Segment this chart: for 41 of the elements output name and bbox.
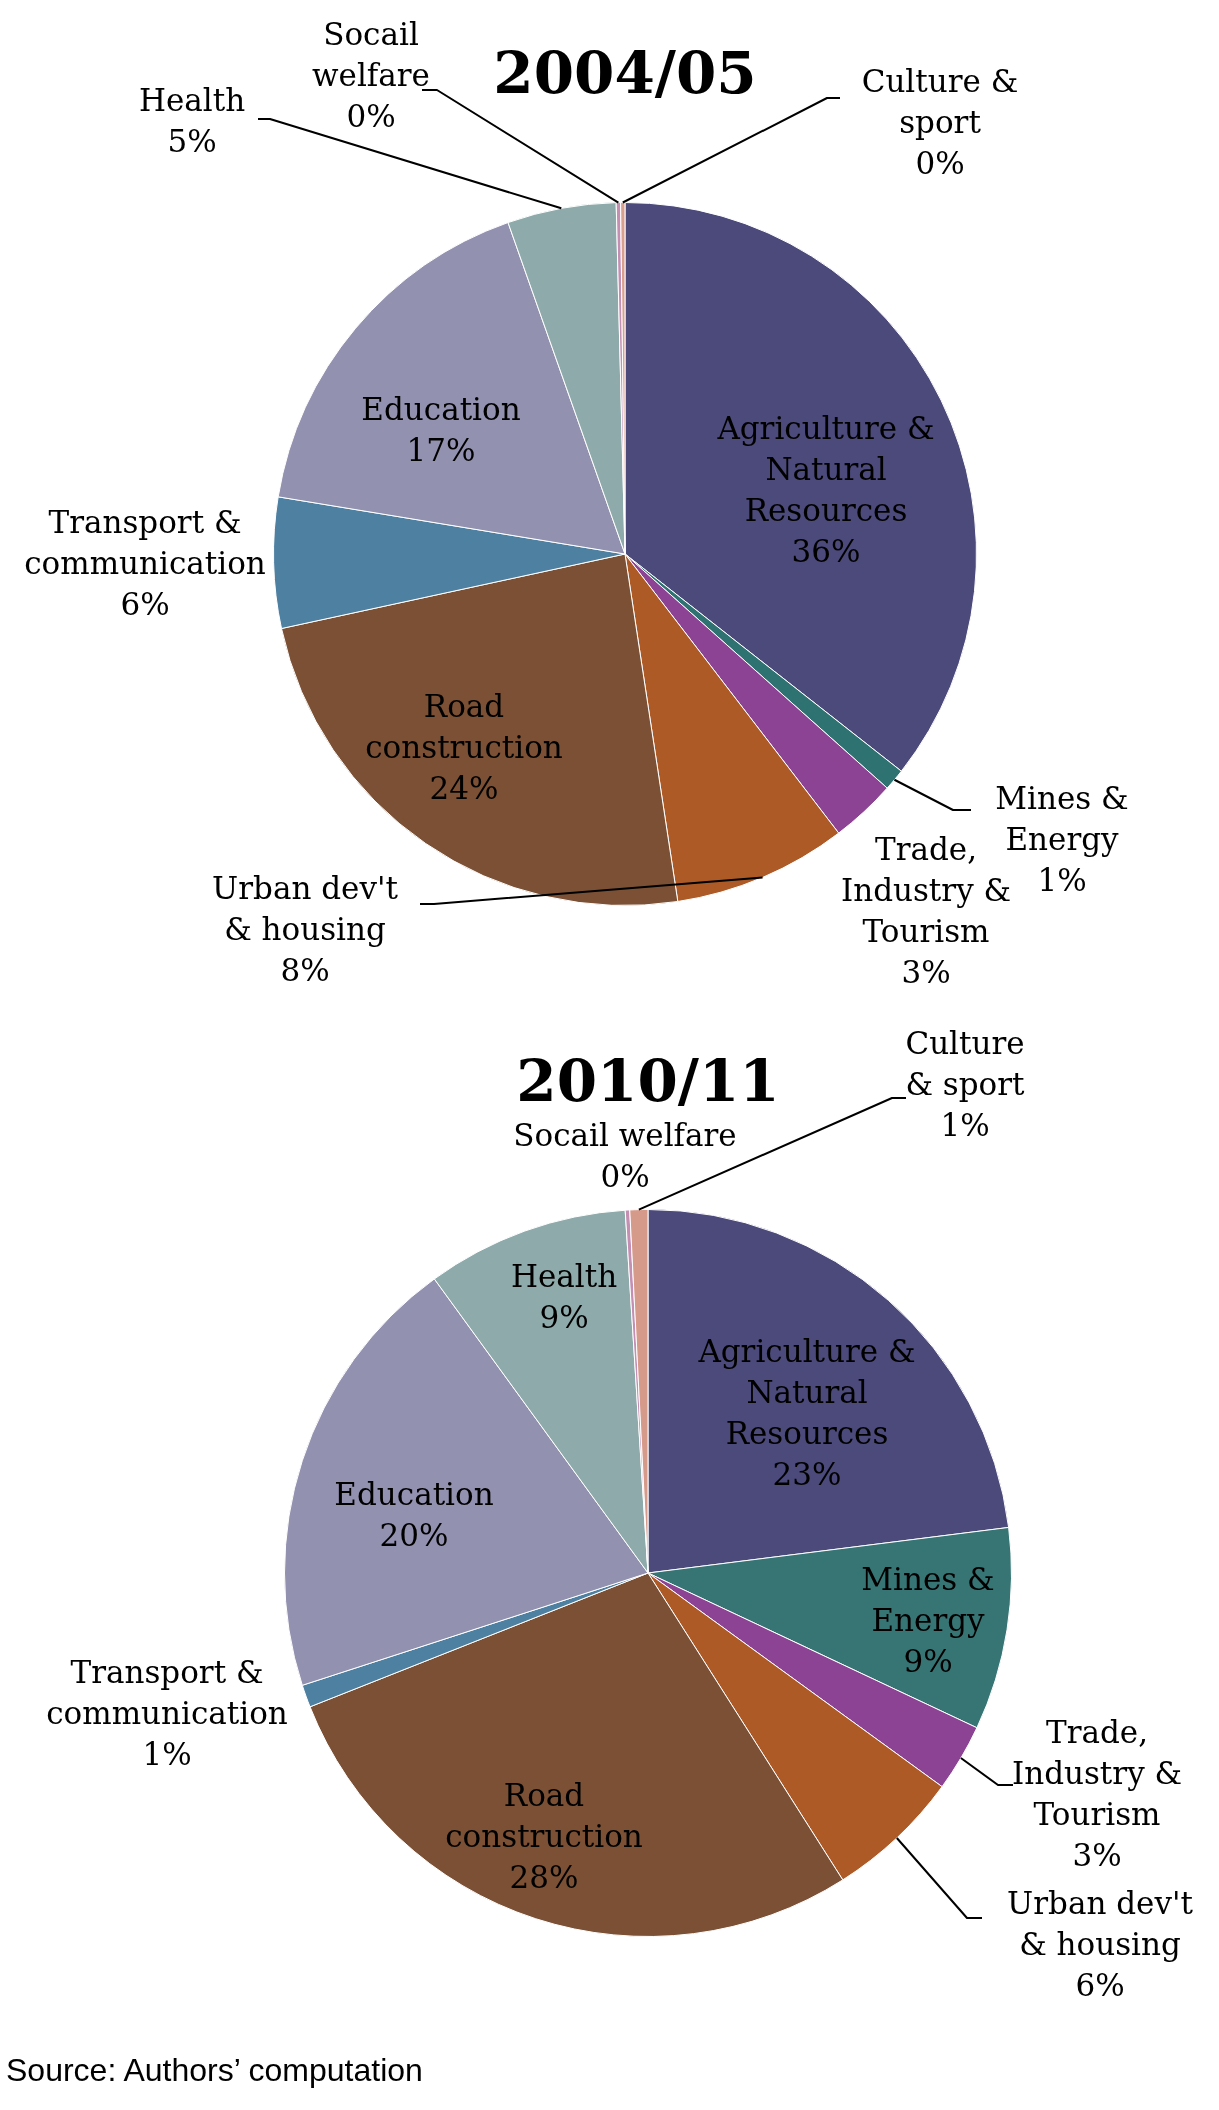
slice-label: Mines & Energy [861,1561,995,1639]
data-label: 0% [346,98,396,135]
slice-label: Road construction [365,688,563,766]
chart-title: 2004/05 [493,39,757,107]
chart-title: 2010/11 [516,1047,780,1115]
data-label: 17% [406,431,476,468]
data-label: 0% [915,145,965,182]
slice-label: Urban dev't & housing [212,870,399,948]
data-label: 1% [142,1736,192,1773]
data-label: 1% [940,1107,990,1144]
slice-label: Socail welfare [513,1116,737,1153]
data-label: 3% [901,953,951,990]
data-label: 24% [429,770,499,807]
slice-label: Urban dev't & housing [1007,1885,1194,1963]
data-label: 28% [509,1859,579,1896]
data-label: 23% [772,1455,842,1492]
data-label: 0% [600,1157,650,1194]
data-label: 8% [280,952,330,989]
slice-label: Education [334,1475,494,1512]
slice-label: Transport & communication [24,504,266,582]
slice-label: Transport & communication [46,1654,288,1732]
slice-label: Health [510,1257,618,1294]
data-label: 36% [791,532,861,569]
data-label: 20% [379,1516,449,1553]
data-label: 1% [1037,862,1087,899]
data-label: 6% [1075,1967,1125,2004]
data-label: 9% [539,1298,589,1335]
data-label: 6% [120,586,170,623]
slice-label: Agriculture & Natural Resources [697,1332,916,1451]
data-label: 5% [167,122,217,159]
slice-label: Culture & sport [861,63,1019,141]
slice-label: Health [138,81,246,118]
slice-label: Socail welfare [312,16,430,94]
slice-label: Agriculture & Natural Resources [716,409,935,528]
data-label: 3% [1072,1836,1122,1873]
data-label: 9% [903,1643,953,1680]
slice-label: Education [361,390,521,427]
source-note: Source: Authors’ computation [6,2052,423,2088]
slice-label: Road construction [445,1777,643,1855]
slice-label: Trade, Industry & Tourism [1011,1713,1183,1832]
slice-label: Culture & sport [905,1025,1026,1103]
